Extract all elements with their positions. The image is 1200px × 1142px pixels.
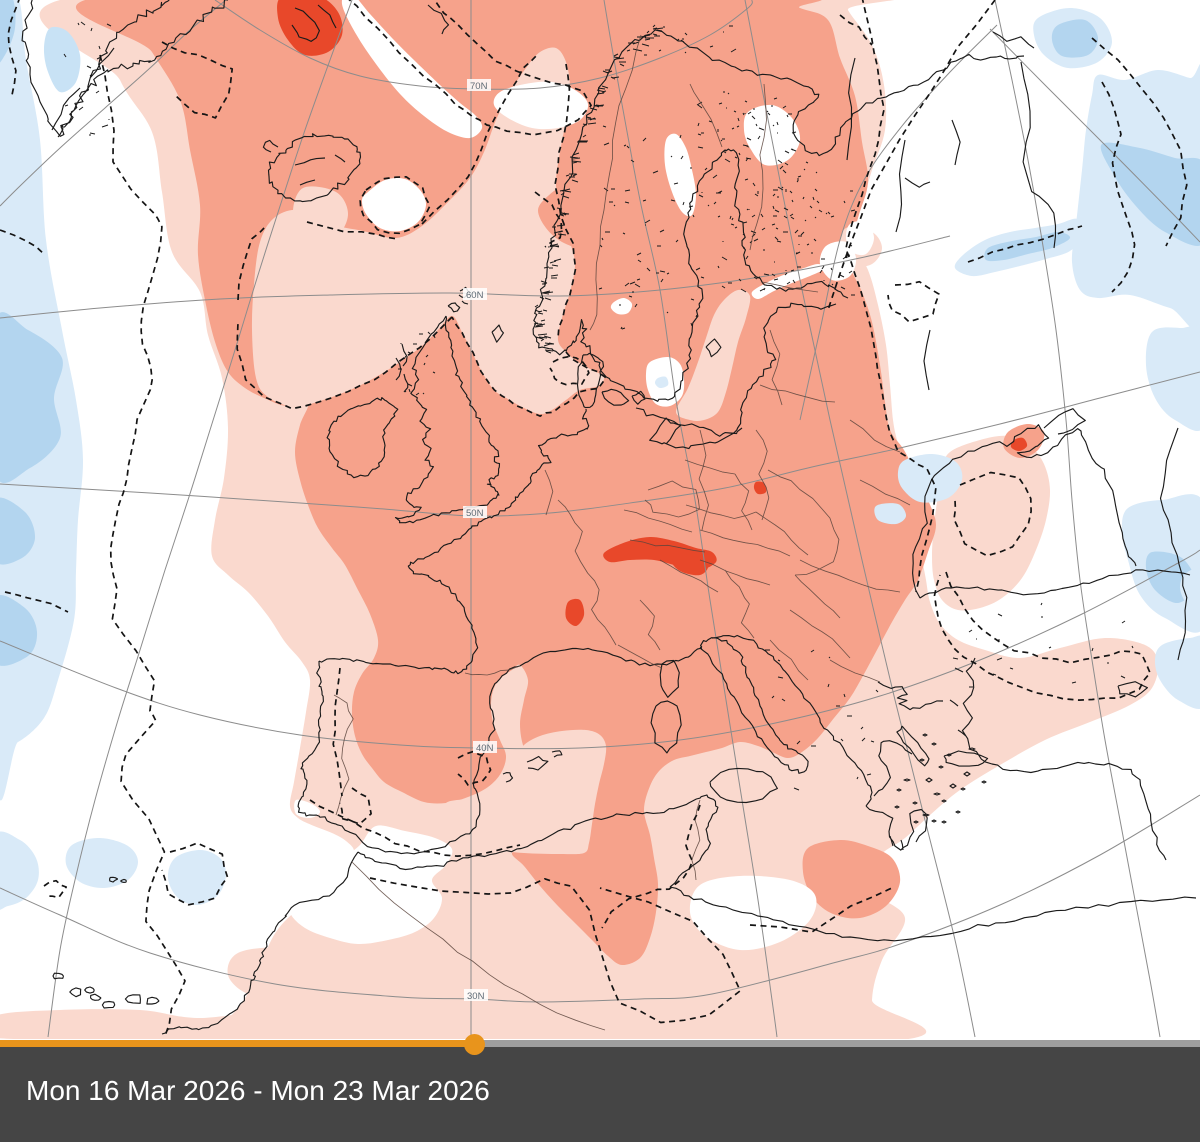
svg-text:50N: 50N	[466, 508, 484, 519]
svg-text:30N: 30N	[467, 991, 485, 1002]
svg-text:40N: 40N	[476, 743, 494, 754]
svg-text:60N: 60N	[466, 290, 484, 301]
svg-text:70N: 70N	[470, 81, 488, 92]
